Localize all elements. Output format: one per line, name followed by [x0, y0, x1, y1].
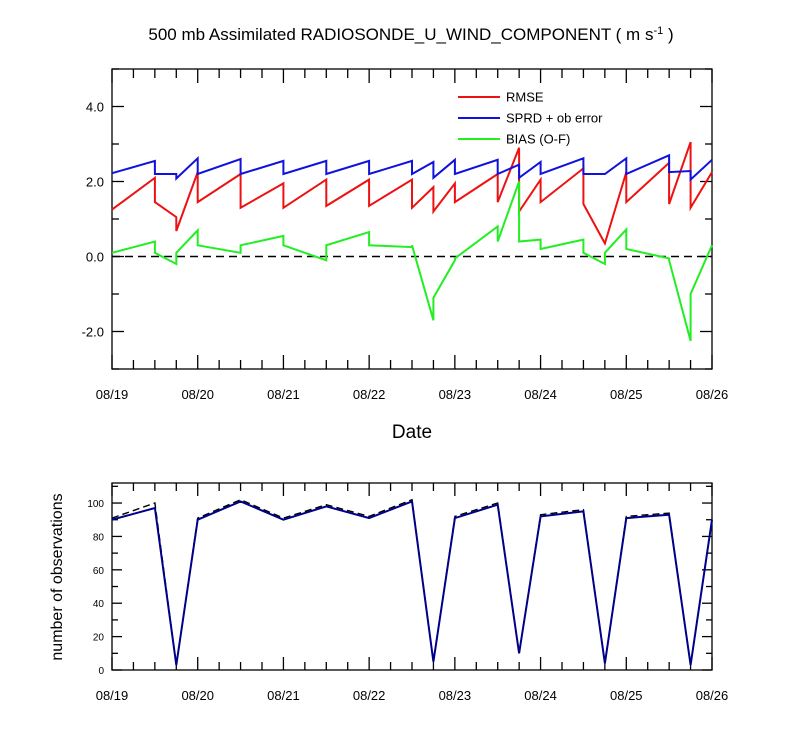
top-chart: 500 mb Assimilated RADIOSONDE_U_WIND_COM… [82, 25, 729, 443]
x-tick-label: 08/24 [524, 387, 557, 402]
legend-label: BIAS (O-F) [506, 132, 570, 147]
legend-label: RMSE [506, 90, 544, 105]
y-tick-label: -2.0 [82, 325, 104, 340]
legend-label: SPRD + ob error [506, 111, 603, 126]
y-tick-label: 2.0 [86, 175, 104, 190]
series-line-possible [111, 498, 713, 666]
legend: RMSE SPRD + ob error BIAS (O-F) [458, 90, 603, 147]
x-tick-label: 08/21 [267, 688, 300, 703]
bottom-plot-frame [111, 482, 713, 671]
x-tick-label: 08/23 [439, 688, 472, 703]
series-line-rmse [111, 141, 713, 246]
series-line-sprd-ob-error [111, 153, 713, 182]
x-tick-label: 08/20 [181, 688, 214, 703]
top-ticks [111, 68, 713, 370]
y-tick-label: 60 [93, 566, 105, 577]
bottom-y-tick-labels: 0 20 40 60 80 100 [87, 499, 104, 677]
top-y-tick-labels: -2.0 0.0 2.0 4.0 [82, 100, 104, 340]
top-x-tick-labels: 08/19 08/20 08/21 08/22 08/23 08/24 08/25 08/26 [96, 387, 729, 402]
bottom-ticks [111, 483, 713, 671]
chart-title-suffix: ) [663, 25, 673, 44]
chart-title-superscript: -1 [653, 25, 663, 37]
y-tick-label: 20 [93, 633, 105, 644]
y-tick-label: 4.0 [86, 100, 104, 115]
x-tick-label: 08/26 [696, 688, 729, 703]
x-tick-label: 08/25 [610, 387, 643, 402]
y-tick-label: 0.0 [86, 250, 104, 265]
y-tick-label: 100 [87, 499, 104, 510]
x-tick-label: 08/22 [353, 387, 386, 402]
top-plot-frame [111, 68, 713, 370]
series-line-bias-o-f [111, 181, 713, 342]
bottom-series [111, 498, 713, 666]
x-tick-label: 08/22 [353, 688, 386, 703]
x-tick-label: 08/21 [267, 387, 300, 402]
series-line-assimilated [111, 500, 713, 666]
x-axis-title: Date [392, 422, 432, 443]
x-tick-label: 08/25 [610, 688, 643, 703]
top-series [111, 141, 713, 342]
x-tick-label: 08/23 [439, 387, 472, 402]
y-axis-title: number of observations [49, 493, 66, 660]
chart-title-text: 500 mb Assimilated RADIOSONDE_U_WIND_COM… [148, 25, 653, 44]
x-tick-label: 08/20 [181, 387, 214, 402]
x-tick-label: 08/26 [696, 387, 729, 402]
y-tick-label: 80 [93, 532, 105, 543]
x-tick-label: 08/24 [524, 688, 557, 703]
x-tick-label: 08/19 [96, 387, 129, 402]
bottom-x-tick-labels: 08/19 08/20 08/21 08/22 08/23 08/24 08/25 08/26 [96, 688, 729, 703]
x-tick-label: 08/19 [96, 688, 129, 703]
y-tick-label: 40 [93, 599, 105, 610]
chart-title: 500 mb Assimilated RADIOSONDE_U_WIND_COM… [148, 25, 673, 44]
y-tick-label: 0 [98, 666, 104, 677]
